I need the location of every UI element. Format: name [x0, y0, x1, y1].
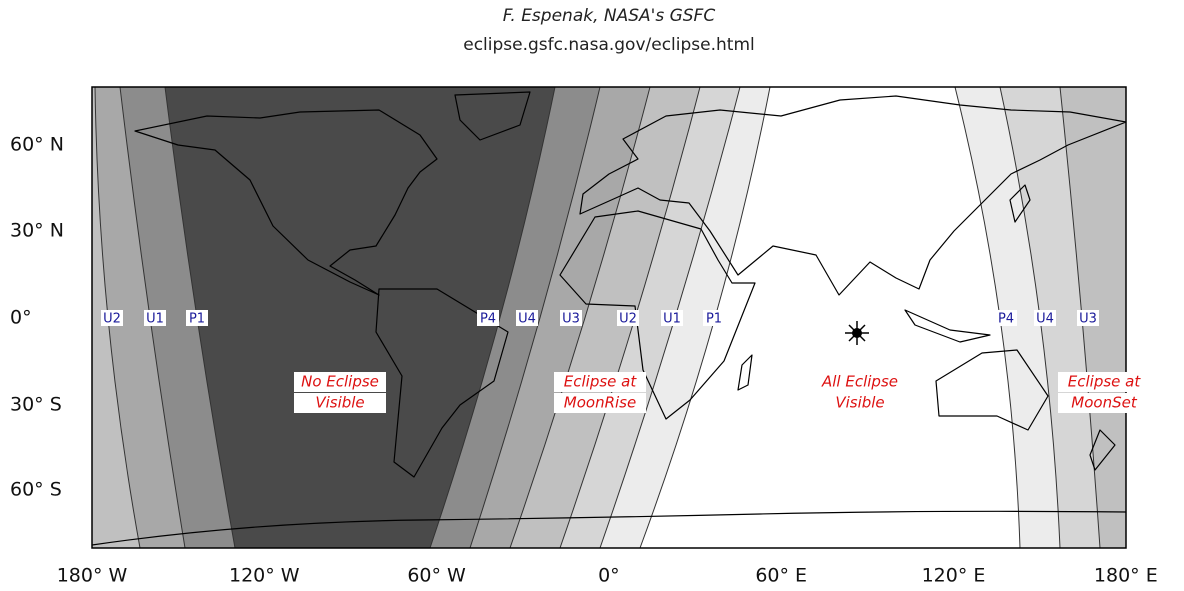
map-frame — [91, 86, 1127, 549]
longitude-label: 180° E — [1094, 565, 1158, 587]
contact-label: U4 — [518, 312, 536, 327]
region-label-box — [1058, 393, 1150, 413]
region-label-box — [814, 372, 906, 392]
subsolar-point — [845, 321, 869, 345]
band — [92, 87, 140, 548]
longitude-label: 60° W — [407, 565, 466, 587]
contact-label-box — [186, 310, 208, 326]
contact-label: U1 — [663, 312, 681, 327]
contact-label: U4 — [1036, 312, 1054, 327]
latitude-label: 0° — [10, 307, 32, 329]
contact-label: P4 — [998, 312, 1014, 327]
region-label: MoonRise — [564, 394, 636, 412]
contact-label: U3 — [562, 312, 580, 327]
contact-label-box — [101, 310, 123, 326]
latitude-label: 60° N — [10, 134, 64, 156]
contact-label-box — [477, 310, 499, 326]
contact-label: U2 — [103, 312, 121, 327]
contact-line — [469, 87, 601, 548]
region-label-box — [294, 393, 386, 413]
contact-label-box — [516, 310, 538, 326]
visibility-bands — [92, 87, 1126, 548]
eurasia — [579, 95, 1126, 296]
contact-label: P1 — [706, 312, 722, 327]
region-label-box — [554, 393, 646, 413]
land-outlines — [92, 91, 1126, 546]
region-label-box — [1058, 372, 1150, 392]
contact-label-box — [617, 310, 639, 326]
antarctica — [92, 510, 1126, 546]
north-america — [134, 109, 438, 296]
contact-label: P4 — [480, 312, 496, 327]
contact-label-box — [144, 310, 166, 326]
contact-label-box — [1077, 310, 1099, 326]
region-label: No Eclipse — [301, 373, 379, 391]
author: F. Espenak, NASA's GSFC — [503, 6, 716, 26]
region-label-box — [294, 372, 386, 392]
contact-label: U1 — [146, 312, 164, 327]
region-label: Eclipse at — [1068, 373, 1142, 391]
new-zealand — [1089, 429, 1116, 471]
region-label: Visible — [315, 394, 364, 412]
contact-label: P1 — [189, 312, 205, 327]
region-label: All Eclipse — [821, 373, 898, 391]
latitude-label: 30° S — [10, 394, 62, 416]
australia — [935, 349, 1049, 431]
longitude-label: 180° W — [57, 565, 128, 587]
greenland — [454, 91, 531, 141]
contact-label-box — [661, 310, 683, 326]
contact-label-box — [560, 310, 582, 326]
contact-label-box — [703, 310, 725, 326]
latitude-label: 30° N — [10, 220, 64, 242]
contact-line — [429, 87, 556, 548]
url: eclipse.gsfc.nasa.gov/eclipse.html — [463, 35, 754, 55]
region-label: Visible — [835, 394, 884, 412]
longitude-label: 120° W — [229, 565, 300, 587]
contact-label-box — [995, 310, 1017, 326]
contact-label: U2 — [619, 312, 637, 327]
longitude-label: 60° E — [755, 565, 807, 587]
region-label: Eclipse at — [564, 373, 638, 391]
region-label-box — [814, 393, 906, 413]
japan — [1009, 184, 1031, 223]
longitude-label: 0° — [598, 565, 620, 587]
region-label: MoonSet — [1071, 394, 1138, 412]
contact-line — [509, 87, 651, 548]
madagascar — [737, 354, 753, 391]
contact-label: U3 — [1079, 312, 1097, 327]
region-label-box — [554, 372, 646, 392]
longitude-label: 120° E — [922, 565, 986, 587]
indonesia — [904, 309, 991, 343]
latitude-label: 60° S — [10, 479, 62, 501]
contact-label-box — [1034, 310, 1056, 326]
